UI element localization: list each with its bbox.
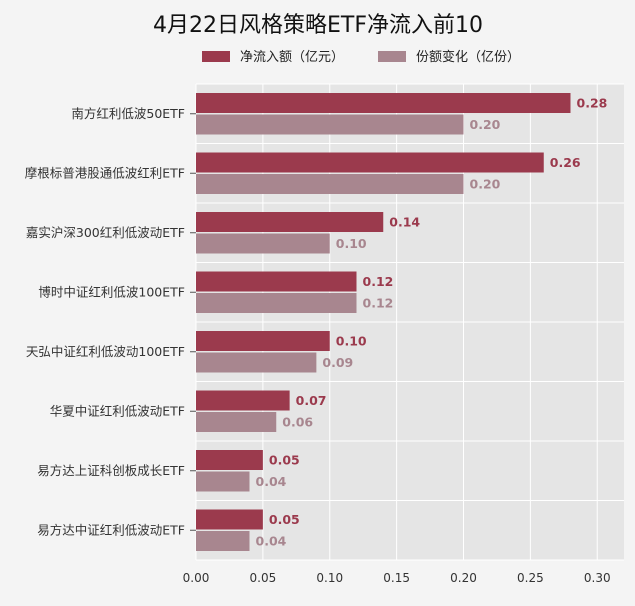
value-label-share-change: 0.12 (363, 296, 394, 311)
x-tick-label: 0.05 (250, 571, 277, 585)
x-tick-label: 0.15 (383, 571, 410, 585)
category-labels: 南方红利低波50ETF 摩根标普港股通低波红利ETF 嘉实沪深300红利低波动ETF… (25, 106, 196, 537)
bar-net-inflow (196, 390, 290, 411)
chart-title: 4月22日风格策略ETF净流入前10 (153, 13, 483, 38)
value-label-share-change: 0.09 (322, 355, 353, 370)
category-label: 博时中证红利低波100ETF (38, 284, 185, 299)
bar-share-change (196, 293, 357, 313)
value-label-share-change: 0.10 (336, 236, 367, 251)
bar-share-change (196, 531, 250, 551)
bar-net-inflow (196, 331, 330, 351)
legend-swatch-share-change (378, 51, 406, 62)
value-label-net-inflow: 0.28 (577, 96, 608, 111)
value-label-net-inflow: 0.07 (296, 393, 327, 408)
legend-label-net-inflow: 净流入额（亿元） (240, 50, 344, 65)
bar-net-inflow (196, 152, 544, 173)
value-label-net-inflow: 0.05 (269, 512, 300, 527)
bar-net-inflow (196, 509, 263, 530)
value-label-share-change: 0.04 (256, 474, 287, 489)
bar-net-inflow (196, 271, 357, 292)
bar-share-change (196, 233, 330, 254)
category-label: 摩根标普港股通低波红利ETF (25, 165, 185, 180)
value-label-share-change: 0.20 (470, 177, 501, 192)
bar-share-change (196, 114, 464, 135)
bars: 0.28 0.20 0.26 0.20 0.14 0.10 0.12 0.12 0.10 0.09… (196, 93, 607, 551)
value-label-net-inflow: 0.10 (336, 334, 367, 349)
x-tick-label: 0.20 (450, 571, 477, 585)
legend-swatch-net-inflow (202, 51, 230, 62)
bar-share-change (196, 352, 317, 373)
category-label: 易方达上证科创板成长ETF (37, 463, 185, 478)
value-label-share-change: 0.06 (282, 415, 313, 430)
bar-share-change (196, 174, 464, 194)
x-tick-label: 0.30 (584, 571, 611, 585)
category-label: 嘉实沪深300红利低波动ETF (26, 225, 185, 240)
value-label-net-inflow: 0.05 (269, 453, 300, 468)
x-tick-label: 0.00 (183, 571, 210, 585)
legend: 净流入额（亿元） 份额变化（亿份） (202, 49, 520, 65)
legend-label-share-change: 份额变化（亿份） (416, 49, 520, 65)
bar-share-change (196, 412, 277, 432)
bar-net-inflow (196, 212, 384, 232)
value-label-net-inflow: 0.14 (389, 215, 420, 230)
x-axis-ticks: 0.00 0.05 0.10 0.15 0.20 0.25 0.30 (183, 571, 611, 585)
category-label: 华夏中证红利低波动ETF (50, 403, 185, 418)
x-tick-label: 0.10 (316, 571, 343, 585)
bar-net-inflow (196, 93, 571, 113)
x-tick-label: 0.25 (517, 571, 544, 585)
bar-share-change (196, 471, 250, 492)
bar-net-inflow (196, 450, 263, 470)
value-label-share-change: 0.04 (256, 534, 287, 549)
value-label-net-inflow: 0.12 (363, 274, 394, 289)
category-label: 南方红利低波50ETF (71, 106, 185, 121)
value-label-share-change: 0.20 (470, 117, 501, 132)
value-label-net-inflow: 0.26 (550, 155, 581, 170)
category-label: 易方达中证红利低波动ETF (37, 522, 185, 537)
category-label: 天弘中证红利低波动100ETF (26, 344, 185, 359)
